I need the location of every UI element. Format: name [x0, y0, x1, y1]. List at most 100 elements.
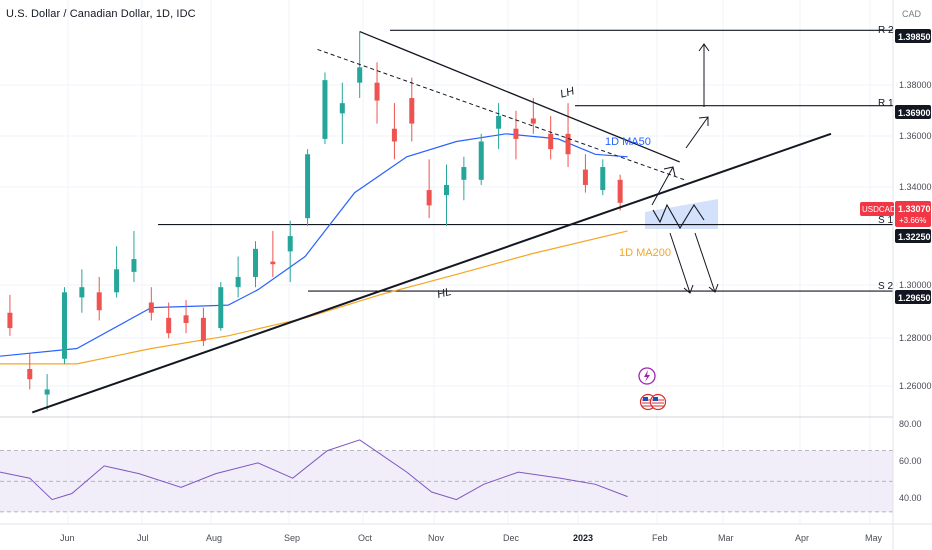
candle-body	[270, 261, 276, 265]
chart-labels: LH HL 1D MA50 1D MA200	[436, 85, 671, 301]
candle-body	[357, 67, 363, 83]
candle-body	[287, 236, 293, 252]
level-value-r1: 1.36900	[898, 108, 931, 118]
candle-body	[496, 115, 502, 129]
y-tick: 1.36000	[899, 131, 932, 141]
candle-body	[444, 184, 449, 196]
level-tag-r1	[895, 105, 931, 119]
projection-arrows	[651, 43, 719, 294]
candle-body	[183, 315, 189, 323]
zigzag-projection	[652, 203, 705, 230]
lightning-icon-glyph	[644, 370, 650, 382]
levels	[158, 29, 893, 292]
rsi-line	[0, 439, 628, 501]
level-name-r2: R 2	[878, 25, 894, 36]
candle-body	[530, 118, 536, 124]
price-change: +3.66%	[899, 216, 926, 225]
hl-label: HL	[436, 286, 453, 301]
candle-body	[322, 80, 328, 139]
level-value-r2: 1.39850	[898, 32, 931, 42]
x-tick: Mar	[718, 533, 734, 543]
candle-body	[582, 169, 588, 185]
time-axis: Jun Jul Aug Sep Oct Nov Dec 2023 Feb Mar…	[0, 523, 932, 543]
candle-body	[391, 128, 397, 142]
rsi-polyline	[0, 439, 628, 501]
us-flag-icon-2	[649, 393, 667, 411]
y-tick: 1.26000	[899, 381, 932, 391]
arrow-s2-b-head	[708, 283, 719, 293]
moving-averages	[0, 133, 628, 365]
y-tick: 1.28000	[899, 333, 932, 343]
candle-body	[426, 190, 432, 206]
arrow-up-short	[651, 166, 674, 206]
rsi-tick: 40.00	[899, 493, 922, 503]
candle-body	[27, 368, 33, 380]
candle-body	[252, 248, 258, 277]
chart-title: U.S. Dollar / Canadian Dollar, 1D, IDC	[6, 8, 196, 20]
price-axis: CAD 1.38000 1.36000 1.34000 1.30000 1.28…	[860, 0, 932, 550]
x-tick: Feb	[652, 533, 668, 543]
level-tag-s2	[895, 290, 931, 304]
candle-body	[166, 317, 172, 334]
rsi-tick: 80.00	[899, 419, 922, 429]
y-tick: 1.30000	[899, 280, 932, 290]
candle-body	[461, 167, 467, 180]
arrow-r1-head	[698, 116, 709, 126]
candle-body	[374, 82, 380, 101]
candle-body	[79, 287, 85, 298]
y-tick: 1.38000	[899, 80, 932, 90]
currency-label: CAD	[902, 9, 922, 19]
x-tick: Sep	[284, 533, 300, 543]
candle-body	[617, 179, 623, 203]
level-tag-r2	[895, 29, 931, 43]
y-tick: 1.34000	[899, 182, 932, 192]
candle-body	[409, 98, 415, 124]
candle-body	[200, 317, 206, 341]
candle-body	[114, 269, 120, 293]
candle-body	[548, 133, 554, 150]
x-tick: Dec	[503, 533, 520, 543]
x-tick: Jun	[60, 533, 75, 543]
candle-body	[478, 141, 484, 180]
candle-body	[339, 103, 345, 114]
level-name-s1: S 1	[878, 215, 893, 226]
rsi-tick: 60.00	[899, 456, 922, 466]
candle-body	[305, 154, 311, 219]
x-tick: Apr	[795, 533, 809, 543]
level-name-s2: S 2	[878, 281, 893, 292]
arrow-r1	[685, 116, 709, 149]
level-value-s1: 1.32250	[898, 232, 931, 242]
x-tick: Jul	[137, 533, 149, 543]
us-flag-icon-canton	[643, 397, 648, 401]
candle-body	[148, 302, 154, 313]
x-tick: May	[865, 533, 883, 543]
ma200-label: 1D MA200	[619, 247, 671, 259]
candle-body	[513, 128, 519, 139]
level-tag-s1	[895, 229, 931, 243]
candle-body	[565, 133, 571, 155]
hl-line	[31, 132, 832, 414]
x-tick: Oct	[358, 533, 373, 543]
candle-body	[44, 389, 50, 395]
ma200-line	[0, 230, 628, 365]
grid	[0, 0, 893, 524]
arrow-up-short-head	[663, 166, 676, 177]
trendlines	[31, 30, 832, 414]
event-icons	[638, 367, 667, 411]
price-tag	[895, 201, 931, 227]
x-tick: Nov	[428, 533, 445, 543]
candles	[7, 31, 623, 410]
ma50-label: 1D MA50	[605, 136, 651, 148]
arrow-s2-b	[694, 232, 716, 293]
dashed-trendline	[317, 48, 685, 181]
support-zone	[645, 199, 718, 229]
price-value: 1.33070	[898, 204, 931, 214]
level-value-s2: 1.29650	[898, 293, 931, 303]
candle-body	[7, 312, 13, 329]
symbol-label: USDCAD	[862, 205, 896, 214]
arrow-s2-a-head	[683, 284, 694, 294]
x-tick: Aug	[206, 533, 222, 543]
symbol-tag	[860, 202, 894, 216]
